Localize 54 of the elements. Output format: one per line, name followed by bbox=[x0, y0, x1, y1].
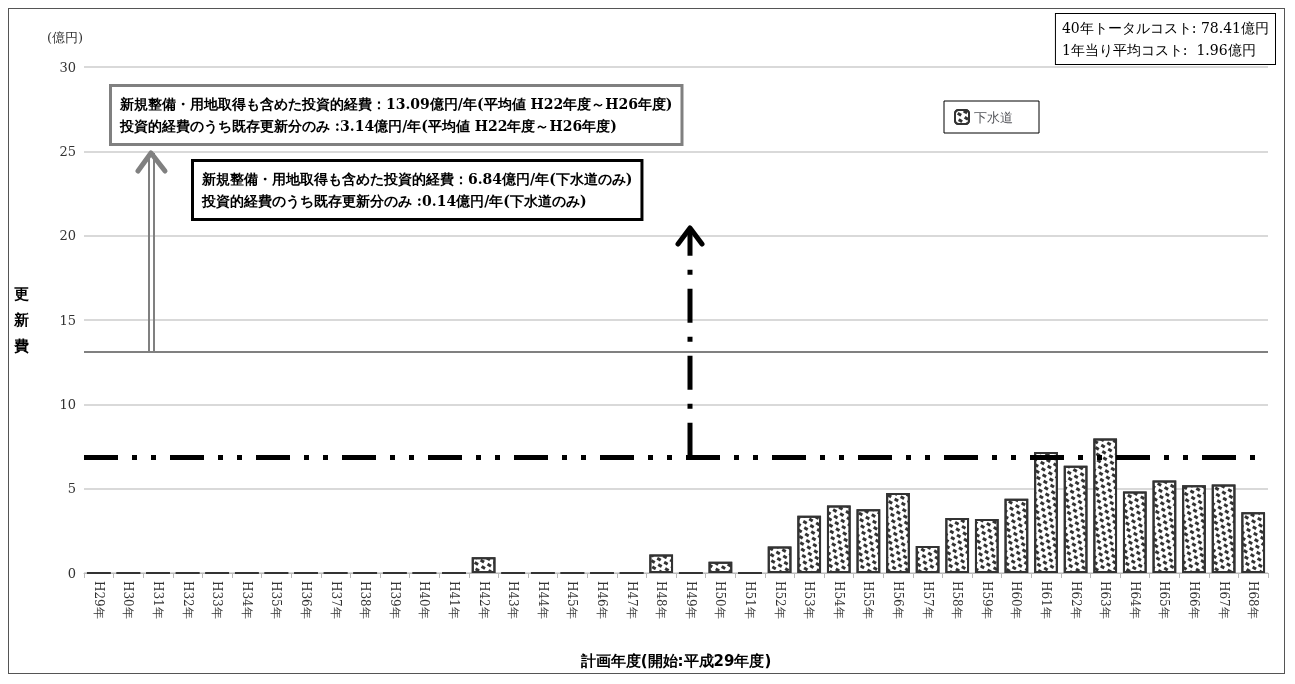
x-tick-label: H35年 bbox=[269, 581, 284, 619]
x-tick-label: H36年 bbox=[299, 581, 313, 619]
x-axis-title: 計画年度(開始:平成29年度) bbox=[579, 651, 772, 670]
annotation: 新規整備・用地取得も含めた投資的経費：6.84億円/年(下水道のみ) 投資的経費のうち既存更新分のみ :0.14億円/年(下水道のみ) bbox=[201, 171, 633, 210]
x-tick-label: H45年 bbox=[565, 581, 580, 619]
x-tick-label: H58年 bbox=[950, 581, 965, 619]
x-tick-label: H62年 bbox=[1068, 581, 1083, 619]
y-tick-label: 5 bbox=[67, 481, 76, 497]
y-tick-label: 10 bbox=[59, 396, 76, 412]
x-tick-label: H51年 bbox=[743, 581, 757, 619]
x-tick-label: H59年 bbox=[979, 581, 994, 619]
x-tick-label: H52年 bbox=[772, 581, 787, 619]
x-tick-label: H34年 bbox=[239, 581, 254, 619]
x-tick-label: H44年 bbox=[535, 581, 550, 619]
x-tick-label: H67年 bbox=[1216, 581, 1231, 619]
x-tick-label: H56年 bbox=[891, 581, 905, 619]
x-tick-label: H68年 bbox=[1246, 581, 1261, 619]
x-tick-label: H57年 bbox=[920, 581, 935, 619]
x-tick-label: H48年 bbox=[654, 581, 669, 619]
x-tick-label: H30年 bbox=[121, 581, 136, 619]
x-tick-label: H38年 bbox=[358, 581, 373, 619]
y-tick-label: 0 bbox=[67, 565, 76, 581]
x-tick-label: H43年 bbox=[506, 581, 521, 619]
x-tick-label: H65年 bbox=[1157, 581, 1172, 619]
x-tick-label: H50年 bbox=[713, 581, 728, 619]
x-tick-label: H33年 bbox=[210, 581, 225, 619]
x-tick-label: H40年 bbox=[417, 581, 432, 619]
x-tick-label: H64年 bbox=[1127, 581, 1142, 619]
x-tick-label: H37年 bbox=[328, 581, 343, 619]
legend-label: 下水道 bbox=[974, 109, 1013, 125]
text: (億円) bbox=[47, 30, 84, 45]
y-tick-label: 30 bbox=[59, 59, 76, 75]
x-tick-label: H63年 bbox=[1098, 581, 1113, 619]
y-tick-label: 20 bbox=[59, 228, 76, 244]
y-tick-label: 25 bbox=[59, 143, 76, 159]
x-tick-label: H53年 bbox=[802, 581, 817, 619]
x-tick-label: H41年 bbox=[447, 581, 461, 619]
x-tick-label: H31年 bbox=[151, 581, 165, 619]
x-tick-label: H29年 bbox=[91, 581, 106, 619]
x-tick-label: H32年 bbox=[180, 581, 195, 619]
x-tick-label: H49年 bbox=[683, 581, 698, 619]
x-tick-label: H54年 bbox=[831, 581, 846, 619]
x-tick-label: H46年 bbox=[595, 581, 609, 619]
annotation: 新規整備・用地取得も含めた投資的経費：13.09億円/年(平均値 H22年度～H26年度) 投資的経費のうち既存更新分のみ :3.14億円/年(平均値 H22年度～H26年度) bbox=[119, 96, 673, 135]
x-tick-label: H47年 bbox=[624, 581, 639, 619]
y-axis-title: 更新費 bbox=[13, 285, 29, 355]
x-tick-label: H42年 bbox=[476, 581, 491, 619]
x-tick-label: H61年 bbox=[1039, 581, 1053, 619]
x-tick-label: H66年 bbox=[1187, 581, 1201, 619]
x-tick-label: H39年 bbox=[387, 581, 402, 619]
x-tick-label: H60年 bbox=[1009, 581, 1024, 619]
y-tick-label: 15 bbox=[59, 312, 76, 328]
x-tick-label: H55年 bbox=[861, 581, 876, 619]
text: 40年トータルコスト: 78.41億円 1年当り平均コスト: 1.96億円 bbox=[1061, 20, 1269, 58]
